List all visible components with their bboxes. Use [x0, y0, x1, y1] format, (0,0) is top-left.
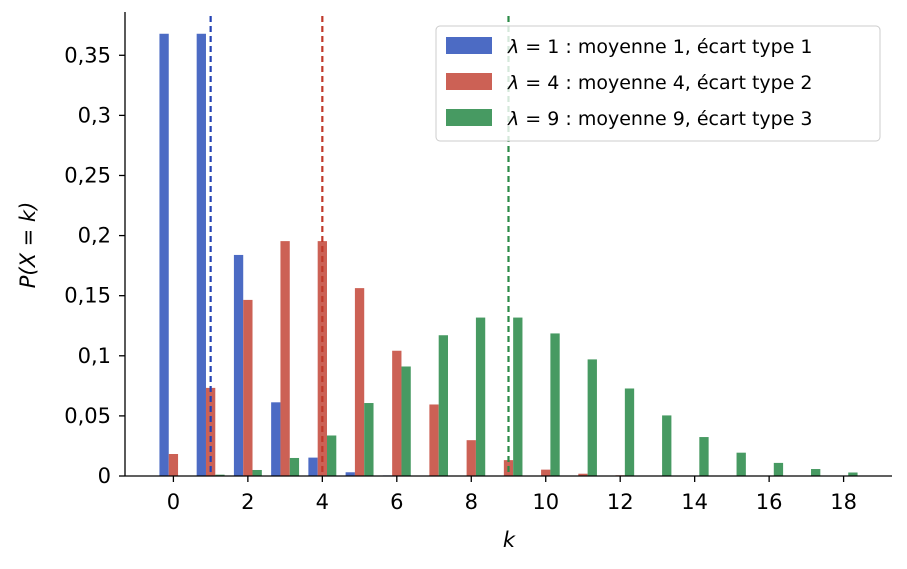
x-tick-label: 6: [390, 490, 403, 514]
legend-swatch-lambda-1: [446, 37, 492, 54]
x-tick-label: 0: [167, 490, 180, 514]
x-tick-label: 14: [681, 490, 708, 514]
bar-lambda-4-k-10: [541, 469, 551, 476]
x-axis-label: k: [503, 528, 516, 552]
bar-lambda-4-k-2: [243, 299, 253, 476]
x-tick-label: 8: [465, 490, 478, 514]
bar-lambda-9-k-5: [364, 403, 374, 476]
bar-lambda-9-k-11: [587, 359, 597, 476]
bar-lambda-1-k-4: [308, 457, 318, 476]
bar-lambda-4-k-11: [578, 473, 588, 476]
bar-lambda-4-k-6: [392, 350, 402, 476]
bar-lambda-9-k-9: [513, 317, 523, 476]
y-axis-label: P(X = k): [16, 202, 40, 289]
bar-lambda-9-k-12: [624, 388, 635, 476]
bar-lambda-4-k-3: [280, 241, 290, 476]
bar-lambda-9-k-10: [550, 333, 560, 476]
bar-lambda-9-k-15: [736, 452, 746, 476]
x-tick-label: 4: [316, 490, 329, 514]
y-tick-label: 0,2: [78, 224, 111, 248]
legend-swatch-lambda-9: [446, 109, 492, 126]
x-tick-label: 2: [241, 490, 254, 514]
y-tick-label: 0,15: [64, 284, 111, 308]
axes-layer: [124, 12, 892, 477]
x-ticks-layer: 0 2 4 6 8 10 12 14 16 18: [167, 476, 857, 514]
y-ticks-layer: 0 0,05 0,1 0,15 0,2 0,25 0,3 0,35: [64, 43, 125, 488]
bar-lambda-9-k-16: [773, 462, 784, 476]
bar-lambda-9-k-6: [401, 366, 411, 476]
bar-lambda-4-k-5: [354, 288, 365, 476]
legend: λ = 1 : moyenne 1, écart type 1 λ = 4 : m…: [435, 25, 881, 142]
y-tick-label: 0: [98, 464, 111, 488]
bar-lambda-9-k-7: [438, 335, 448, 476]
bar-lambda-4-k-0: [168, 454, 179, 476]
legend-swatch-lambda-4: [446, 73, 492, 90]
x-tick-label: 12: [607, 490, 634, 514]
y-tick-label: 0,1: [78, 344, 111, 368]
x-tick-label: 16: [756, 490, 783, 514]
bar-lambda-9-k-14: [699, 437, 709, 476]
y-tick-label: 0,3: [78, 103, 111, 127]
bar-lambda-9-k-17: [811, 469, 821, 476]
bar-lambda-4-k-7: [429, 404, 439, 476]
bar-lambda-1-k-2: [233, 254, 244, 476]
bar-lambda-4-k-8: [466, 440, 476, 476]
bar-lambda-9-k-4: [326, 435, 337, 476]
legend-box: [435, 25, 881, 142]
bar-lambda-9-k-1: [215, 474, 225, 476]
x-tick-label: 10: [532, 490, 559, 514]
y-tick-label: 0,25: [64, 163, 111, 187]
bar-lambda-1-k-1: [196, 33, 206, 476]
bar-lambda-9-k-13: [662, 415, 672, 476]
bar-lambda-1-k-0: [159, 33, 169, 476]
x-tick-label: 18: [830, 490, 857, 514]
bar-lambda-1-k-5: [345, 472, 355, 476]
bar-lambda-9-k-8: [475, 317, 486, 476]
y-tick-label: 0,35: [64, 43, 111, 67]
bar-lambda-9-k-3: [289, 457, 300, 476]
legend-label-lambda-1: λ = 1 : moyenne 1, écart type 1: [507, 36, 813, 58]
bar-lambda-1-k-3: [271, 402, 281, 476]
legend-items: λ = 1 : moyenne 1, écart type 1 λ = 4 : m…: [446, 36, 813, 130]
y-tick-label: 0,05: [64, 404, 111, 428]
bar-lambda-9-k-2: [252, 469, 262, 476]
bar-lambda-9-k-18: [848, 472, 858, 476]
mean-lines-layer: [209, 16, 510, 476]
legend-label-lambda-4: λ = 4 : moyenne 4, écart type 2: [507, 72, 813, 94]
legend-label-lambda-9: λ = 9 : moyenne 9, écart type 3: [507, 108, 813, 130]
